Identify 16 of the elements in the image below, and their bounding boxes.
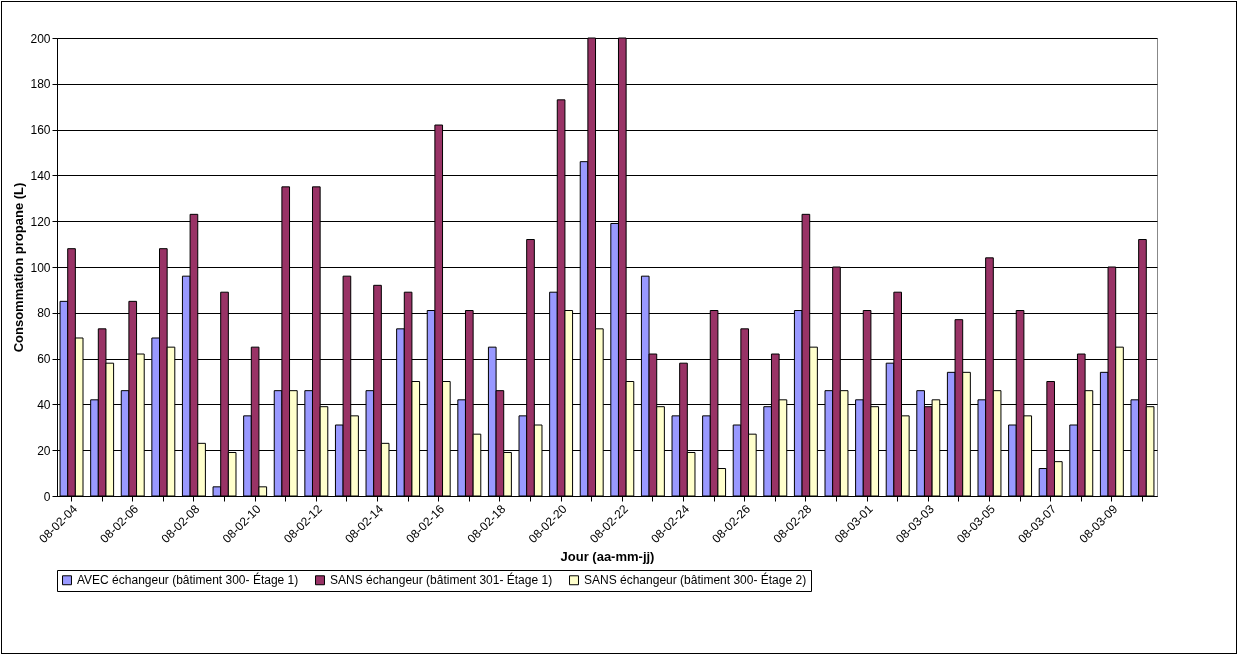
y-tick-label: 140 [30, 168, 51, 183]
x-axis-title: Jour (aa-mm-jj) [560, 549, 655, 565]
y-tick-label: 20 [37, 443, 51, 458]
y-tick-label: 60 [37, 352, 51, 367]
y-tick-label: 100 [30, 260, 51, 275]
legend-label: AVEC échangeur (bâtiment 300- Étage 1) [77, 572, 299, 588]
y-tick-label: 200 [30, 31, 51, 46]
legend-label: SANS échangeur (bâtiment 301- Étage 1) [330, 572, 553, 588]
y-tick-label: 120 [30, 214, 51, 229]
y-tick-label: 160 [30, 123, 51, 138]
y-tick-label: 0 [43, 489, 51, 504]
y-tick-label: 80 [37, 306, 51, 321]
y-axis-title: Consommation propane (L) [11, 182, 27, 353]
y-tick-label: 40 [37, 397, 51, 412]
legend-label: SANS échangeur (bâtiment 300- Étage 2) [584, 572, 807, 588]
y-tick-label: 180 [30, 77, 51, 92]
